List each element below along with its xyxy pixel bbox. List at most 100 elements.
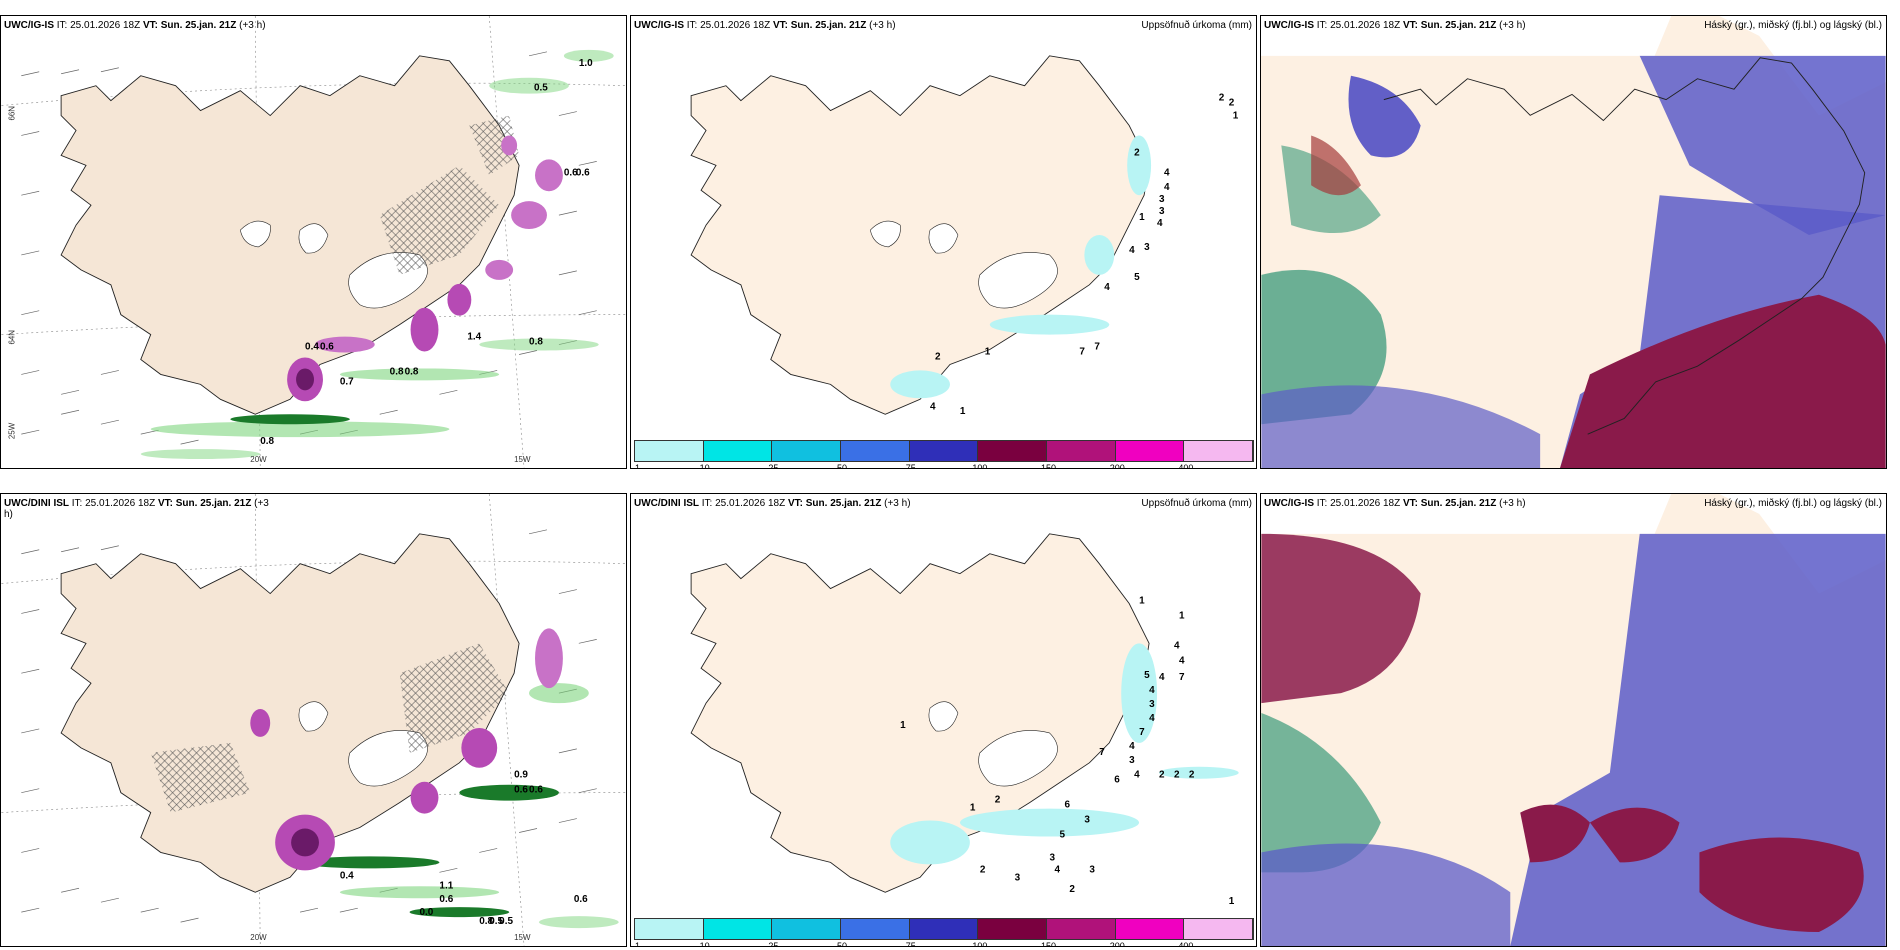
value-label: 0.9	[514, 770, 528, 781]
iceland-outline	[690, 55, 1150, 415]
value-label: 4	[1174, 640, 1180, 651]
panel-cloud-bottom: UWC/IG-IS IT: 25.01.2026 18Z VT: Sun. 25…	[1260, 493, 1887, 947]
value-label: 4	[1164, 167, 1170, 178]
wind-barbs	[21, 51, 597, 445]
value-label: 2	[1174, 770, 1180, 781]
value-label: 0.7	[340, 376, 354, 387]
panel-wind-precip-top: 1.0 0.5 0.6 0.6 0.8 0.8 0.7 0.8 0.8 0.4 …	[0, 15, 627, 469]
value-label: 0.0	[420, 907, 434, 918]
value-label: 1	[1139, 212, 1145, 223]
value-label: 5	[1059, 829, 1065, 840]
cloud-layers	[1261, 55, 1886, 468]
colorbar-swatch: 400	[1178, 441, 1254, 468]
value-label: 0.4	[340, 870, 354, 881]
colorbar-swatch: 1	[635, 441, 704, 468]
value-label: 1	[1179, 610, 1185, 621]
value-label: 7	[1139, 727, 1145, 738]
panel-title: UWC/DINI ISL IT: 25.01.2026 18Z VT: Sun.…	[4, 498, 269, 520]
map-accum-precip-bottom: 1 1 4 4 5 4 7 4 3 4 7 4 3 7 6 2 2 2 4 1 …	[690, 533, 1239, 908]
value-label: 2	[1189, 770, 1195, 781]
panel-subtitle: Uppsöfnuð úrkoma (mm)	[1141, 498, 1252, 509]
value-label: 2	[995, 795, 1001, 806]
precip-cyan	[890, 135, 1152, 399]
panel-title: UWC/DINI ISL IT: 25.01.2026 18Z VT: Sun.…	[634, 498, 911, 509]
wind-barbs	[21, 529, 597, 923]
map-cloud-bottom	[1261, 494, 1886, 946]
value-label: 4	[1129, 245, 1135, 256]
value-label: 4	[1149, 685, 1155, 696]
lon-label: 20W	[250, 933, 267, 942]
value-label: 4	[1104, 282, 1110, 293]
value-label: 0.6	[529, 785, 543, 796]
colorbar-swatch: 200	[1110, 919, 1185, 946]
value-label: 2	[1229, 98, 1235, 109]
value-label: 5	[1134, 272, 1140, 283]
value-label: 1	[1229, 896, 1235, 907]
value-label: 2	[1159, 770, 1165, 781]
value-label: 7	[1099, 747, 1105, 758]
value-label: 3	[1159, 206, 1165, 217]
panel-title: UWC/IG-IS IT: 25.01.2026 18Z VT: Sun. 25…	[1264, 20, 1526, 31]
panel-subtitle: Háský (gr.), miðský (fj.bl.) og lágský (…	[1704, 498, 1882, 509]
colorbar-swatch: 50	[837, 441, 910, 468]
panel-cloud-top: UWC/IG-IS IT: 25.01.2026 18Z VT: Sun. 25…	[1260, 15, 1887, 469]
map-accum-precip-top: 2 2 1 2 4 4 3 3 4 1 4 3 5 4 7 7 1 2 4 1	[690, 55, 1239, 417]
colorbar-swatch: 25	[768, 441, 842, 468]
lon-label: 20W	[250, 455, 267, 464]
value-label: 3	[1089, 864, 1095, 875]
value-label: 1.4	[467, 332, 481, 343]
lat-label: 64N	[7, 330, 16, 345]
value-label: 0.4	[305, 342, 319, 353]
value-label: 7	[1079, 347, 1085, 358]
colorbar-swatch: 50	[837, 919, 910, 946]
colorbar: 1 10 25 50 75 100 150 200 400	[634, 918, 1254, 946]
value-label: 0.6	[574, 894, 588, 905]
value-label: 7	[1094, 342, 1100, 353]
value-label: 1	[960, 406, 966, 417]
value-label: 1.1	[439, 880, 453, 891]
colorbar-swatch: 100	[972, 919, 1048, 946]
colorbar-swatch: 200	[1110, 441, 1185, 468]
value-label: 3	[1050, 852, 1056, 863]
value-label: 0.8	[529, 337, 543, 348]
precip-values: 1 1 4 4 5 4 7 4 3 4 7 4 3 7 6 2 2 2 4 1 …	[900, 596, 1235, 908]
value-label: 0.6	[576, 167, 590, 178]
map-wind-precip-bottom: 0.9 0.6 0.6 0.5 0.5 0.6 0.6 0.0 0.4 1.1 …	[1, 494, 626, 946]
value-label: 2	[1134, 147, 1140, 158]
value-label: 2	[1069, 884, 1075, 895]
map-cloud-top	[1261, 16, 1886, 468]
lat-label: 25W	[7, 422, 16, 439]
value-label: 3	[1015, 872, 1021, 883]
colorbar-swatch: 100	[972, 441, 1048, 468]
map-wind-precip-top: 1.0 0.5 0.6 0.6 0.8 0.8 0.7 0.8 0.8 0.4 …	[1, 16, 626, 468]
snow-hatching	[150, 643, 510, 813]
value-label: 3	[1159, 194, 1165, 205]
value-label: 4	[1179, 655, 1185, 666]
value-label: 5	[1144, 670, 1150, 681]
colorbar-swatch: 400	[1178, 919, 1254, 946]
value-label: 2	[935, 351, 941, 362]
value-label: 4	[1164, 182, 1170, 193]
value-label: 0.6	[514, 785, 528, 796]
value-label: 4	[1159, 672, 1165, 683]
panel-title: UWC/IG-IS IT: 25.01.2026 18Z VT: Sun. 25…	[4, 20, 266, 31]
colorbar-swatch: 150	[1041, 441, 1116, 468]
value-label: 3	[1149, 699, 1155, 710]
lon-label: 15W	[514, 933, 531, 942]
value-label: 1	[1139, 596, 1145, 607]
precip-values: 0.9 0.6 0.6 0.5 0.5 0.6 0.6 0.0 0.4 1.1 …	[340, 770, 588, 927]
value-label: 3	[1144, 242, 1150, 253]
iceland-outline	[1383, 57, 1866, 435]
precip-magenta	[250, 628, 563, 871]
colorbar-swatch: 75	[906, 441, 979, 468]
colorbar-swatch: 75	[906, 919, 979, 946]
value-label: 0.8	[260, 436, 274, 447]
colorbar-swatch: 1	[635, 919, 704, 946]
precip-green	[300, 683, 619, 929]
value-label: 0.5	[499, 916, 513, 927]
value-label: 1.0	[579, 58, 593, 69]
precip-values: 1.0 0.5 0.6 0.6 0.8 0.8 0.7 0.8 0.8 0.4 …	[260, 58, 593, 447]
colorbar: 1 10 25 50 75 100 150 200 400	[634, 440, 1254, 468]
colorbar-swatch: 25	[768, 919, 842, 946]
iceland-outline	[690, 533, 1150, 893]
